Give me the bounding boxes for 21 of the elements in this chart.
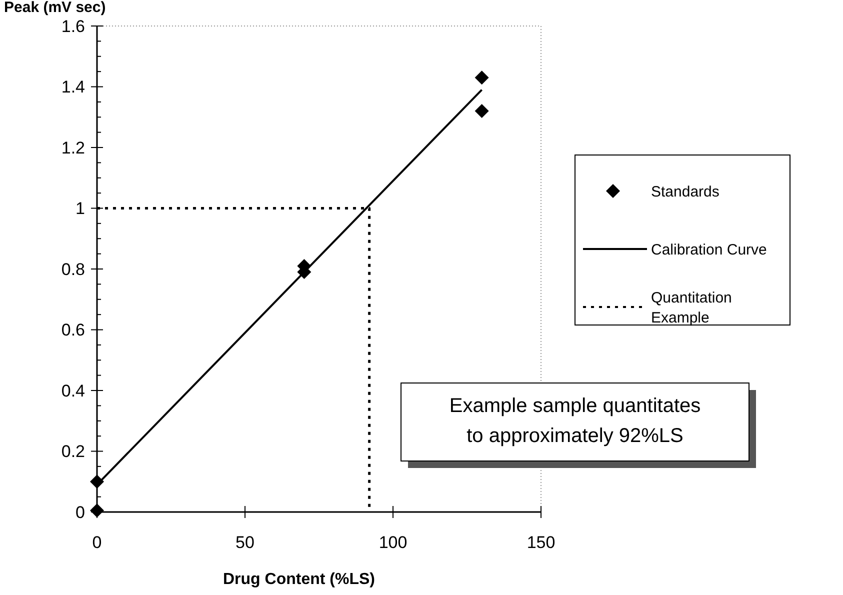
x-tick-label: 0	[92, 533, 102, 552]
y-tick-label: 0.8	[61, 260, 85, 279]
y-tick-label: 0.6	[61, 320, 85, 340]
y-tick-label: 0	[76, 502, 85, 522]
legend-label: Calibration Curve	[651, 241, 767, 258]
y-tick-label: 0.4	[61, 381, 85, 400]
y-tick-label: 1.2	[61, 138, 85, 158]
point	[474, 70, 489, 85]
y-tick-label: 1	[76, 199, 85, 218]
annotation: Example sample quantitates to approximately 92%LS	[449, 395, 701, 447]
legend-label: Standards	[651, 183, 720, 200]
x-tick-label: 150	[526, 533, 556, 552]
y-tick-label: 0.2	[61, 442, 85, 462]
y-axis-title: Peak (mV sec)	[4, 0, 106, 16]
y-tick-label: 1.4	[61, 78, 85, 97]
x-axis-title: Drug Content (%LS)	[223, 571, 375, 588]
x-tick-label: 50	[236, 533, 254, 552]
legend-label: Quantitation Example	[651, 289, 732, 326]
x-tick-label: 100	[378, 533, 408, 552]
point	[474, 104, 489, 118]
y-tick-label: 1.6	[61, 16, 85, 36]
